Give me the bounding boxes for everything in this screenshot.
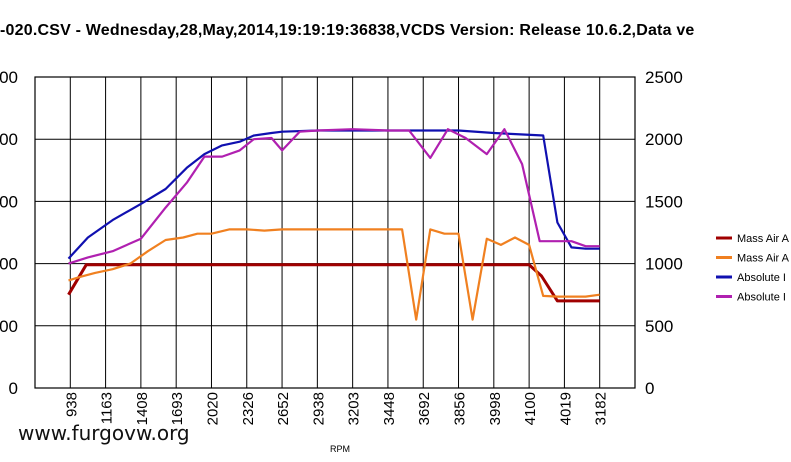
x-tick-label: 2652 <box>275 392 292 425</box>
y-right-tick-label: 500 <box>645 317 673 336</box>
y-right-tick-label: 0 <box>645 379 654 398</box>
legend-label: Absolute I <box>737 272 786 284</box>
x-tick-label: 3448 <box>381 392 398 425</box>
x-tick-label: 4019 <box>557 392 574 425</box>
x-tick-label: 3203 <box>346 392 363 425</box>
watermark-text: www.furgovw.org <box>18 421 190 445</box>
series-line <box>68 128 600 265</box>
x-tick-label: 2938 <box>310 392 327 425</box>
y-left-tick-label: 00 <box>0 130 18 149</box>
y-right-tick-label: 2500 <box>645 68 683 87</box>
y-left-tick-label: 00 <box>0 68 18 87</box>
x-tick-label: 1693 <box>169 392 186 425</box>
series-line <box>67 263 600 303</box>
plot-border <box>34 76 636 389</box>
y-left-tick-label: 00 <box>0 255 18 274</box>
y-right-tick-label: 1500 <box>645 192 683 211</box>
legend-label: Absolute I <box>737 292 786 304</box>
x-axis-label: RPM <box>330 444 350 454</box>
x-tick-label: 3856 <box>452 392 469 425</box>
x-tick-label: 1408 <box>134 392 151 425</box>
y-right-tick-label: 1000 <box>645 255 683 274</box>
x-tick-label: 4100 <box>522 392 539 425</box>
legend: Mass Air A Mass Air A Absolute I Absolute I <box>716 233 790 304</box>
chart-title: -020.CSV - Wednesday,28,May,2014,19:19:1… <box>0 22 695 39</box>
series-layer <box>67 128 600 321</box>
grid <box>34 76 636 389</box>
x-tick-label: 3692 <box>416 392 433 425</box>
legend-label: Mass Air A <box>737 253 790 265</box>
legend-label: Mass Air A <box>737 233 790 245</box>
x-tick-label: 3182 <box>593 392 610 425</box>
series-line <box>67 129 600 260</box>
x-tick-label: 2020 <box>204 392 221 425</box>
y-left-tick-label: 00 <box>0 192 18 211</box>
series-line <box>68 228 600 321</box>
x-tick-label: 1163 <box>99 392 116 424</box>
x-tick-label: 3998 <box>487 392 504 425</box>
y-left-tick-label: 00 <box>0 317 18 336</box>
x-tick-label: 2326 <box>240 392 257 425</box>
y-left-tick-label: 0 <box>9 379 18 398</box>
y-right-tick-label: 2000 <box>645 130 683 149</box>
x-tick-label: 938 <box>63 392 80 417</box>
